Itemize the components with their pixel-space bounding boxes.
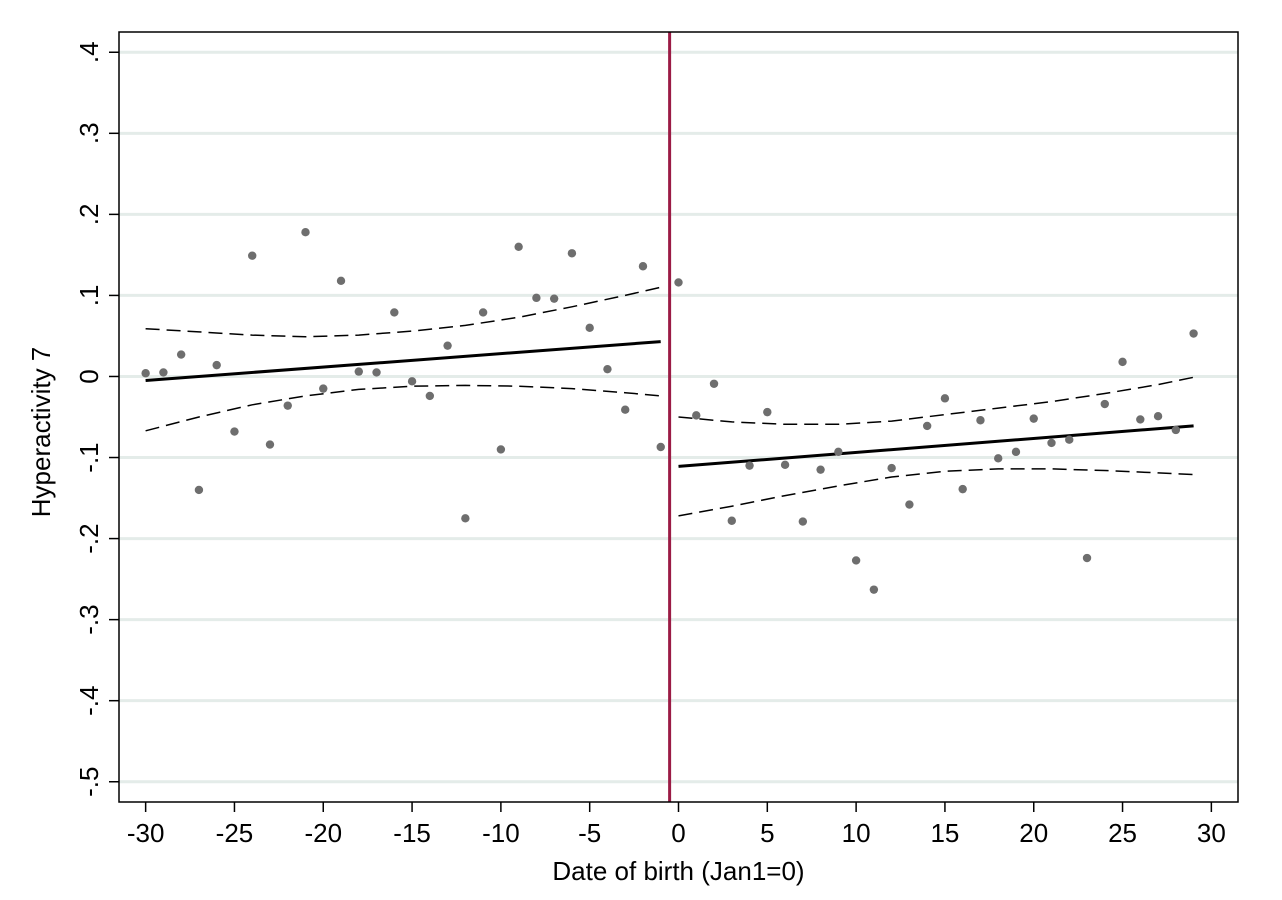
- data-point: [869, 585, 879, 594]
- data-point: [532, 293, 541, 303]
- x-tick-label: -20: [304, 818, 342, 848]
- data-point: [816, 465, 825, 474]
- data-point: [478, 308, 488, 317]
- data-point: [674, 278, 683, 287]
- data-point: [283, 401, 292, 410]
- data-point: [1011, 447, 1021, 457]
- data-point: [461, 514, 470, 523]
- y-tick-label: .1: [74, 285, 104, 307]
- data-point: [194, 485, 204, 495]
- x-tick-label: 30: [1197, 818, 1226, 848]
- data-point: [922, 421, 932, 431]
- data-point: [407, 377, 417, 386]
- data-point: [319, 384, 328, 393]
- ci-right-lower-line: [678, 468, 1194, 517]
- data-point: [692, 411, 701, 420]
- data-point: [336, 276, 346, 286]
- data-point: [994, 454, 1003, 463]
- x-tick-label: -25: [216, 818, 254, 848]
- data-point: [976, 416, 985, 425]
- data-point: [780, 460, 790, 470]
- data-point: [301, 228, 310, 237]
- data-point: [798, 517, 808, 526]
- data-points: [141, 228, 1198, 594]
- data-point: [763, 407, 772, 417]
- fit-lines: [145, 286, 1194, 517]
- y-tick-label: -.2: [74, 523, 104, 553]
- data-point: [496, 445, 506, 454]
- data-point: [425, 391, 435, 401]
- x-tick-label: 15: [930, 818, 959, 848]
- data-point: [1153, 411, 1163, 421]
- y-axis: .4 .3 .2 .1 0 -.1 -.2 -.3 -.4 -.5: [74, 41, 119, 797]
- ci-left-upper-line: [145, 286, 661, 338]
- data-point: [265, 440, 275, 449]
- data-point: [940, 394, 950, 403]
- fit-left-line: [145, 340, 661, 382]
- data-point: [585, 323, 594, 333]
- data-point: [1065, 435, 1074, 444]
- data-point: [354, 367, 363, 376]
- data-point: [141, 369, 150, 378]
- data-point: [745, 461, 754, 470]
- x-tick-label: 25: [1108, 818, 1137, 848]
- data-point: [1171, 425, 1181, 435]
- data-point: [638, 262, 648, 271]
- data-point: [1029, 414, 1038, 423]
- y-tick-label: -.5: [74, 767, 104, 797]
- data-point: [603, 364, 612, 374]
- ci-left-lower-line: [145, 384, 661, 432]
- data-point: [621, 405, 630, 414]
- x-tick-label: -30: [127, 818, 165, 848]
- x-axis: -30 -25 -20 -15 -10 -5 0 5 10 15 20 25 30: [127, 802, 1226, 848]
- data-point: [1100, 399, 1109, 409]
- data-point: [176, 350, 186, 359]
- y-tick-label: .3: [74, 122, 104, 144]
- x-tick-label: 5: [760, 818, 774, 848]
- y-tick-label: -.4: [74, 686, 104, 716]
- data-point: [905, 500, 914, 509]
- y-tick-label: .2: [74, 204, 104, 226]
- x-tick-label: 0: [671, 818, 685, 848]
- data-point: [372, 368, 381, 377]
- data-point: [443, 341, 452, 350]
- data-point: [851, 556, 861, 565]
- data-point: [958, 484, 967, 494]
- x-tick-label: -15: [393, 818, 431, 848]
- data-point: [656, 442, 665, 452]
- data-point: [230, 427, 239, 436]
- fit-right-line: [678, 424, 1194, 468]
- data-point: [709, 379, 719, 388]
- data-point: [1189, 329, 1198, 338]
- ci-right-upper-line: [678, 376, 1194, 426]
- grid: [119, 50, 1238, 784]
- data-point: [159, 368, 168, 377]
- data-point: [1082, 553, 1092, 563]
- x-tick-label: 10: [842, 818, 871, 848]
- y-axis-title: Hyperactivity 7: [26, 347, 56, 518]
- x-tick-label: -10: [482, 818, 520, 848]
- x-tick-label: 20: [1019, 818, 1048, 848]
- data-point: [834, 447, 843, 457]
- data-point: [887, 463, 896, 473]
- data-point: [1136, 415, 1145, 424]
- x-tick-label: -5: [578, 818, 601, 848]
- x-axis-title: Date of birth (Jan1=0): [552, 856, 804, 886]
- data-point: [1047, 438, 1056, 448]
- data-point: [390, 308, 399, 317]
- data-point: [514, 242, 523, 251]
- data-point: [567, 249, 577, 258]
- data-point: [1118, 357, 1127, 367]
- y-tick-label: 0: [74, 369, 104, 383]
- y-tick-label: -.3: [74, 604, 104, 634]
- y-tick-label: .4: [74, 41, 104, 63]
- data-point: [212, 360, 221, 370]
- data-point: [549, 294, 559, 303]
- y-tick-label: -.1: [74, 442, 104, 472]
- data-point: [248, 251, 257, 260]
- data-point: [727, 516, 736, 525]
